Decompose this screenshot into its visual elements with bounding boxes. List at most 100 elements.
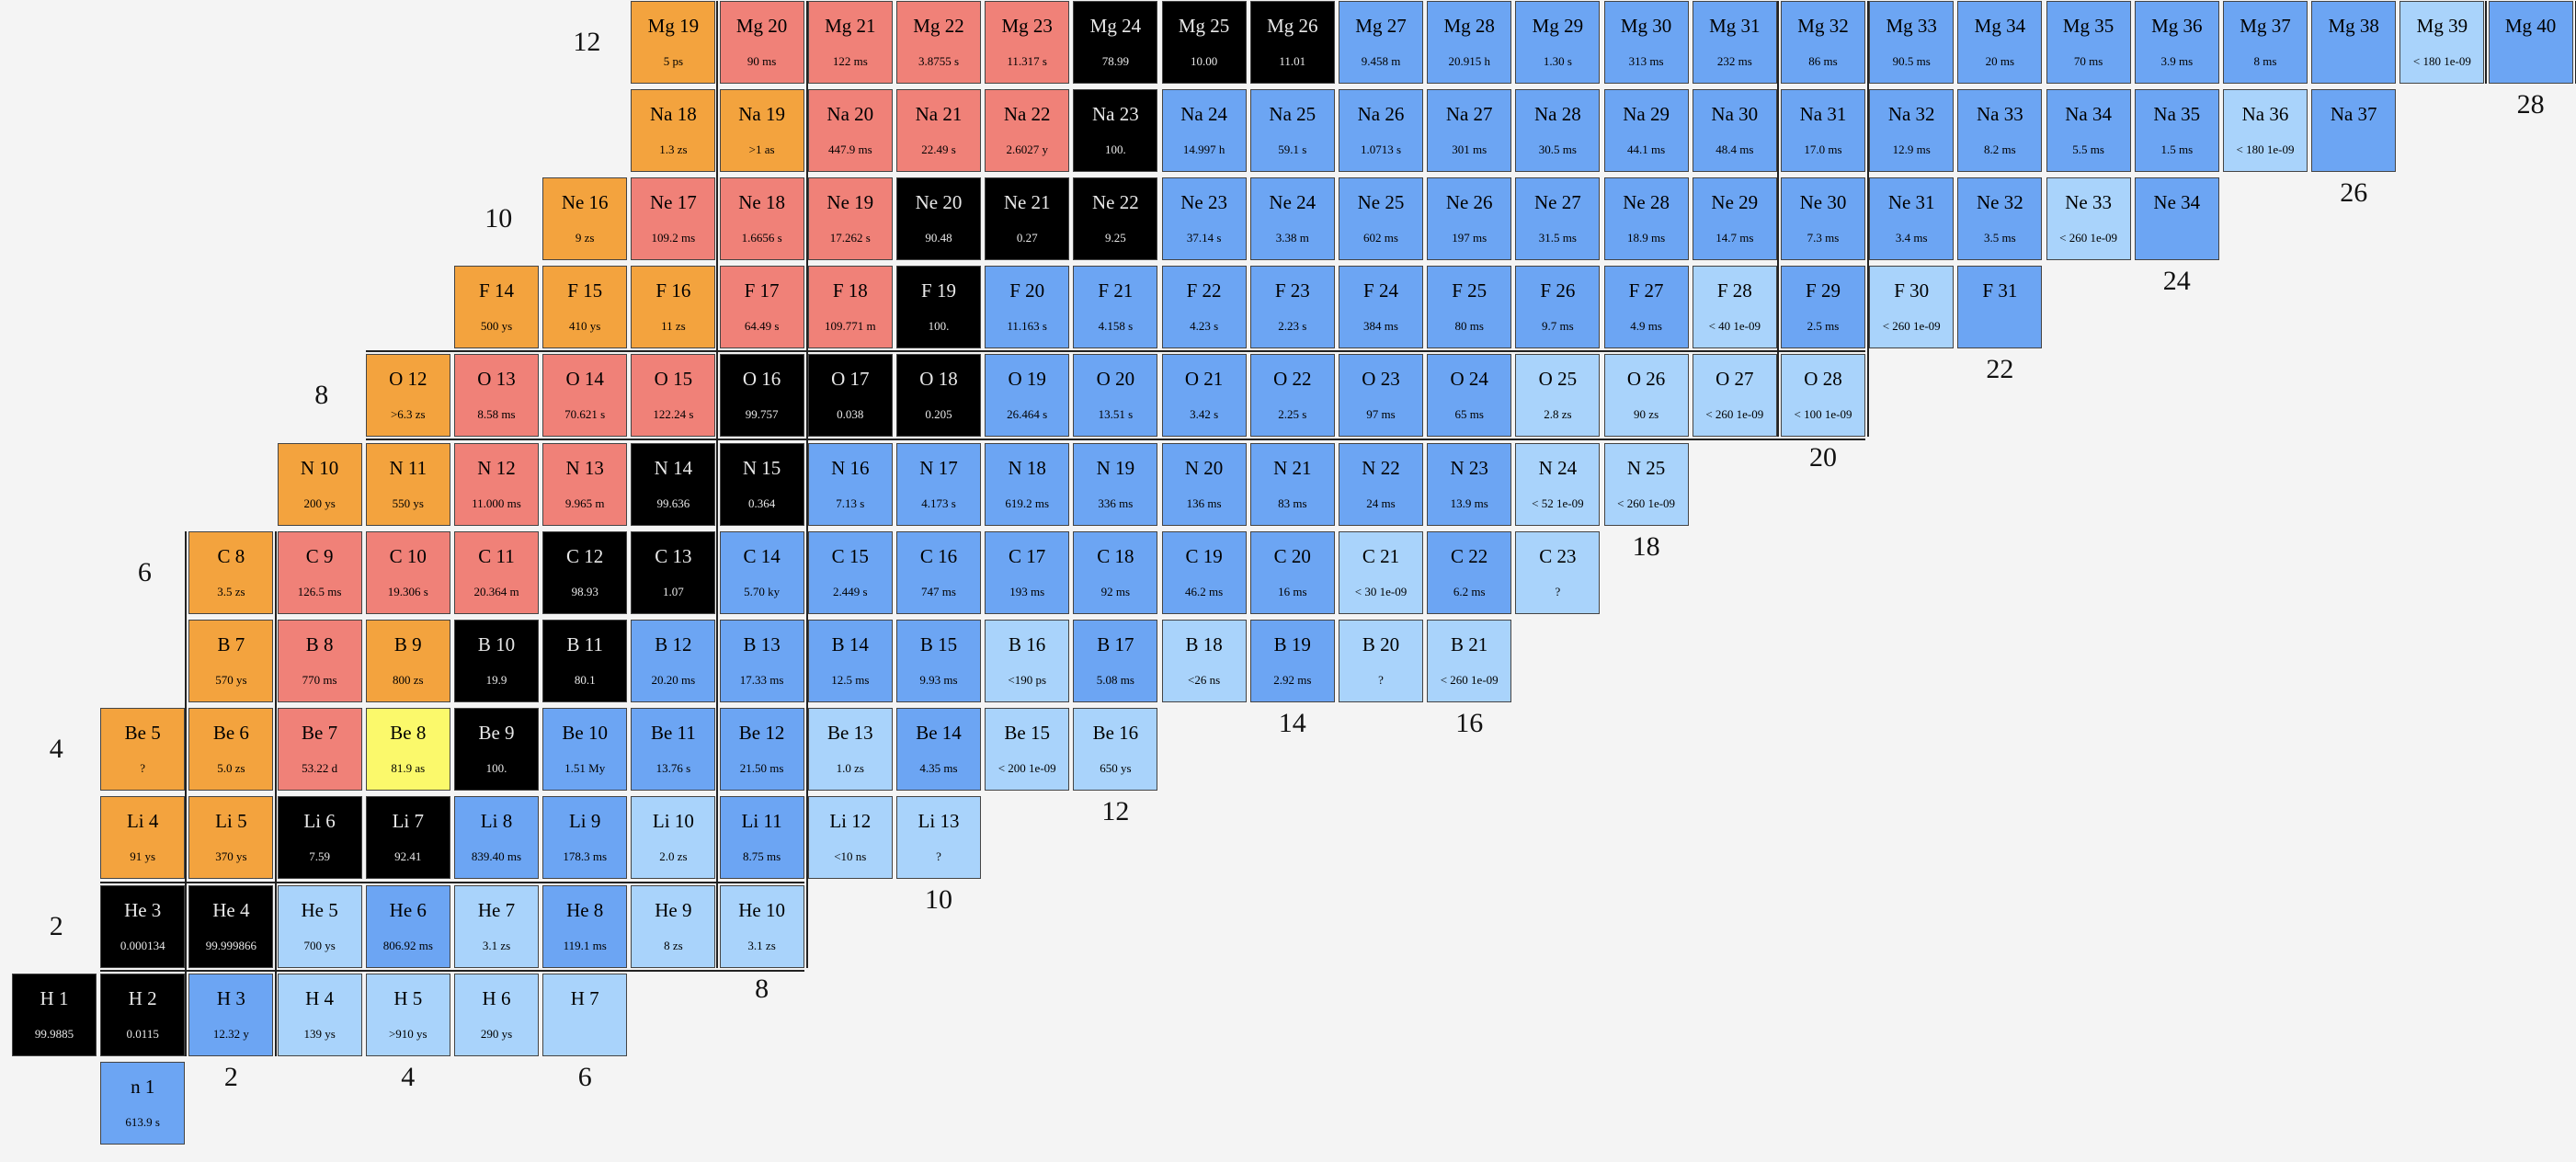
nuclide-name: Na 23	[1092, 102, 1139, 125]
nuclide-name: Na 36	[2241, 102, 2289, 125]
nuclide-halflife: 97 ms	[1366, 407, 1396, 422]
nuclide-cell-na-34: Na 34 5.5 ms	[2046, 88, 2131, 172]
nuclide-name: F 29	[1806, 279, 1841, 302]
magic-number-line	[2484, 0, 2487, 84]
nuclide-halflife: 301 ms	[1452, 142, 1487, 156]
nuclide-name: Mg 33	[1886, 14, 1937, 37]
nuclide-halflife: 384 ms	[1363, 319, 1398, 334]
nuclide-cell-c-16: C 16 747 ms	[896, 530, 981, 614]
neutron-number-label: 18	[1632, 530, 1660, 562]
nuclide-cell-h-4: H 4 139 ys	[277, 973, 362, 1056]
nuclide-cell-c-13: C 13 1.07	[631, 530, 716, 614]
nuclide-name: F 22	[1186, 279, 1222, 302]
nuclide-halflife: 98.93	[571, 584, 598, 598]
nuclide-halflife: 3.38 m	[1275, 231, 1309, 245]
nuclide-halflife: 9.25	[1105, 231, 1126, 245]
nuclide-cell-o-25: O 25 2.8 zs	[1515, 354, 1601, 438]
nuclide-name: N 24	[1538, 456, 1578, 479]
nuclide-cell-ne-23: Ne 23 37.14 s	[1161, 177, 1247, 260]
neutron-number-label: 26	[2340, 177, 2368, 208]
nuclide-cell-h-5: H 5 >910 ys	[365, 973, 450, 1056]
nuclide-cell-ne-16: Ne 16 9 zs	[542, 177, 628, 260]
nuclide-halflife: 613.9 s	[125, 1115, 160, 1129]
nuclide-name: H 7	[570, 986, 599, 1009]
nuclide-cell-o-20: O 20 13.51 s	[1073, 354, 1158, 438]
nuclide-halflife: 0.364	[747, 496, 776, 510]
nuclide-cell-n-24: N 24 < 52 1e-09	[1515, 442, 1601, 526]
nuclide-name: Mg 37	[2240, 14, 2291, 37]
magic-number-line	[365, 350, 1865, 353]
nuclide-cell-f-19: F 19 100.	[896, 266, 981, 349]
nuclide-cell-li-7: Li 7 92.41	[365, 796, 450, 880]
proton-number-label: 6	[137, 556, 152, 587]
nuclide-name: Mg 39	[2416, 14, 2468, 37]
nuclide-cell-na-27: Na 27 301 ms	[1427, 88, 1512, 172]
nuclide-halflife: 193 ms	[1009, 584, 1045, 598]
nuclide-cell-ne-24: Ne 24 3.38 m	[1249, 177, 1335, 260]
nuclide-cell-he-5: He 5 700 ys	[277, 884, 362, 968]
nuclide-cell-na-33: Na 33 8.2 ms	[1957, 88, 2043, 172]
nuclide-halflife: 136 ms	[1186, 496, 1222, 510]
nuclide-halflife: 9.458 m	[1361, 53, 1401, 68]
nuclide-name: B 19	[1273, 633, 1311, 655]
nuclide-name: C 21	[1362, 544, 1400, 567]
nuclide-cell-o-22: O 22 2.25 s	[1249, 354, 1335, 438]
nuclide-halflife: 3.5 ms	[1984, 231, 2016, 245]
nuclide-cell-f-27: F 27 4.9 ms	[1603, 266, 1689, 349]
nuclide-name: C 9	[305, 544, 334, 567]
nuclide-cell-f-14: F 14 500 ys	[454, 266, 539, 349]
nuclide-name: O 22	[1273, 368, 1312, 391]
nuclide-halflife: 3.1 zs	[482, 938, 511, 952]
nuclide-name: Ne 29	[1711, 191, 1759, 213]
nuclide-name: C 20	[1273, 544, 1311, 567]
nuclide-name: Li 5	[215, 810, 247, 833]
nuclide-cell-f-20: F 20 11.163 s	[985, 266, 1070, 349]
nuclide-cell-na-23: Na 23 100.	[1073, 88, 1158, 172]
nuclide-halflife: ?	[936, 849, 941, 864]
nuclide-halflife: 0.038	[837, 407, 864, 422]
nuclide-halflife: 119.1 ms	[563, 938, 607, 952]
nuclide-halflife: 3.5 zs	[217, 584, 245, 598]
nuclide-cell-o-13: O 13 8.58 ms	[454, 354, 539, 438]
nuclide-halflife: 99.999866	[205, 938, 257, 952]
nuclide-halflife: 3.42 s	[1190, 407, 1219, 422]
nuclide-cell-he-6: He 6 806.92 ms	[365, 884, 450, 968]
nuclide-halflife: 59.1 s	[1278, 142, 1307, 156]
nuclide-cell-f-23: F 23 2.23 s	[1249, 266, 1335, 349]
nuclide-halflife: 8.2 ms	[1984, 142, 2016, 156]
nuclide-halflife: 26.464 s	[1007, 407, 1048, 422]
nuclide-cell-o-14: O 14 70.621 s	[542, 354, 628, 438]
nuclide-cell-b-11: B 11 80.1	[542, 620, 628, 702]
nuclide-halflife: 24 ms	[1366, 496, 1396, 510]
nuclide-name: F 18	[832, 279, 868, 302]
nuclide-name: B 17	[1097, 633, 1134, 655]
nuclide-halflife: 500 ys	[480, 319, 513, 334]
magic-number-line	[185, 530, 188, 1056]
nuclide-cell-ne-25: Ne 25 602 ms	[1339, 177, 1423, 260]
nuclide-halflife: 1.30 s	[1543, 53, 1572, 68]
nuclide-name: C 22	[1451, 544, 1488, 567]
nuclide-halflife: 410 ys	[569, 319, 601, 334]
neutron-number-label: 10	[925, 884, 952, 916]
neutron-number-label: 12	[1101, 796, 1130, 827]
nuclide-halflife: 447.9 ms	[827, 142, 872, 156]
nuclide-name: C 13	[655, 544, 692, 567]
nuclide-halflife: < 30 1e-09	[1354, 584, 1408, 598]
nuclide-name: Ne 19	[826, 191, 874, 213]
nuclide-cell-n-20: N 20 136 ms	[1161, 442, 1247, 526]
nuclide-cell-mg-33: Mg 33 90.5 ms	[1869, 0, 1955, 84]
nuclide-cell-be-10: Be 10 1.51 My	[542, 708, 628, 792]
nuclide-cell-he-3: He 3 0.000134	[100, 884, 186, 968]
nuclide-name: Li 7	[392, 810, 424, 833]
nuclide-cell-n-13: N 13 9.965 m	[542, 442, 628, 526]
nuclide-cell-na-36: Na 36 < 180 1e-09	[2223, 88, 2308, 172]
nuclide-name: H 3	[216, 986, 245, 1009]
nuclide-name: O 15	[654, 368, 693, 391]
nuclide-halflife: 2.25 s	[1278, 407, 1307, 422]
nuclide-cell-n-12: N 12 11.000 ms	[454, 442, 539, 526]
nuclide-halflife: 16 ms	[1278, 584, 1307, 598]
nuclide-name: N 19	[1096, 456, 1135, 479]
nuclide-halflife: 30.5 ms	[1538, 142, 1577, 156]
nuclide-halflife: 90 ms	[747, 53, 777, 68]
neutron-number-label: 14	[1278, 708, 1306, 738]
